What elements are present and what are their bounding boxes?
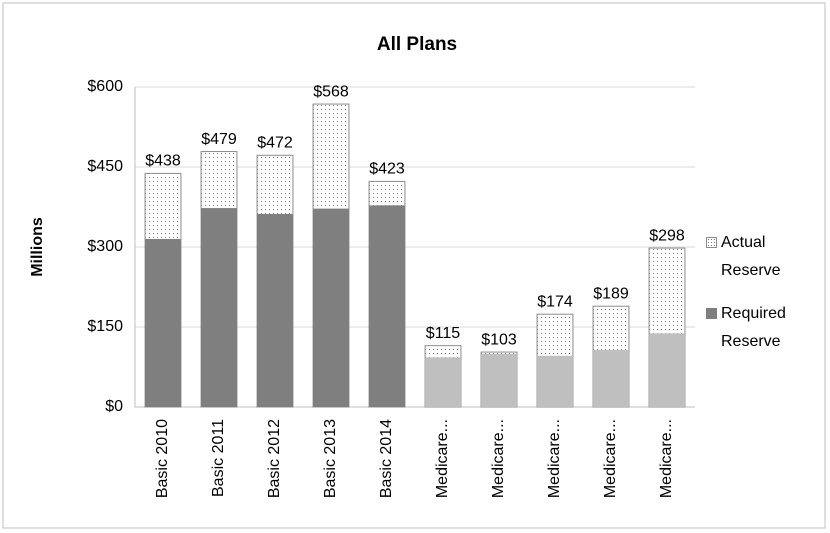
bar	[369, 205, 405, 407]
x-tick-label: Basic 2012	[266, 419, 283, 498]
data-label: $568	[313, 83, 349, 100]
y-axis-label: Millions	[29, 217, 46, 277]
y-tick-label: $0	[105, 398, 123, 415]
data-label: $115	[426, 325, 461, 342]
y-tick-label: $600	[87, 78, 123, 95]
data-label: $438	[145, 153, 181, 170]
x-tick-label: Medicare...	[546, 419, 563, 498]
x-tick-label: Medicare...	[658, 419, 675, 498]
data-label: $189	[593, 285, 629, 302]
data-label: $174	[537, 293, 573, 310]
x-tick-label: Basic 2011	[210, 419, 227, 497]
legend-label: Required Reserve	[721, 305, 786, 350]
legend-swatch	[706, 308, 717, 319]
x-tick-label: Medicare...	[490, 419, 507, 498]
data-label: $423	[369, 161, 405, 178]
x-tick-label: Medicare...	[434, 419, 451, 498]
legend-swatch	[706, 237, 717, 248]
x-tick-label: Basic 2013	[322, 419, 339, 498]
legend-label: Actual Reserve	[721, 234, 781, 279]
bar	[201, 208, 237, 407]
legend-item: Actual Reserve	[706, 229, 816, 285]
bar	[649, 333, 685, 407]
bar	[313, 208, 349, 407]
data-label: $479	[201, 131, 237, 148]
x-tick-label: Basic 2014	[378, 419, 395, 498]
y-tick-label: $450	[87, 158, 123, 175]
data-label: $103	[481, 331, 517, 348]
y-tick-label: $300	[87, 238, 123, 255]
legend-item: Required Reserve	[706, 300, 816, 356]
chart-title: All Plans	[377, 34, 457, 55]
data-label: $472	[257, 134, 293, 151]
bar	[257, 213, 293, 407]
x-tick-label: Basic 2010	[154, 419, 171, 498]
bar	[537, 355, 573, 407]
bar	[145, 239, 181, 407]
x-tick-label: Medicare...	[602, 419, 619, 498]
bar	[593, 349, 629, 407]
data-label: $298	[649, 227, 685, 244]
bar	[425, 357, 461, 407]
y-tick-label: $150	[87, 318, 123, 335]
bar	[481, 353, 517, 407]
